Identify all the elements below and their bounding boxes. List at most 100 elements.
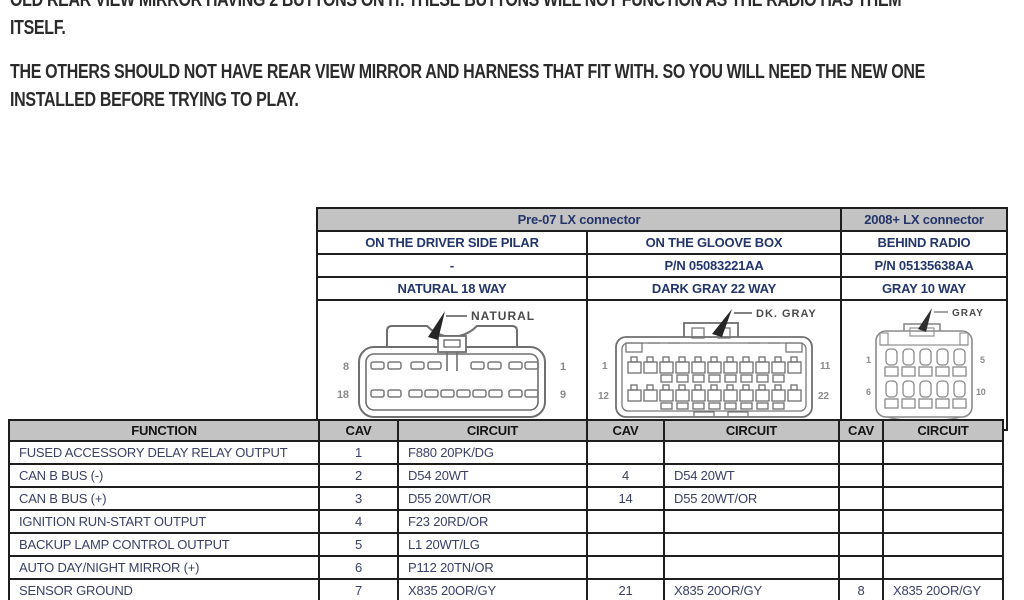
cav-cell: 5 <box>318 532 399 557</box>
cav-cell: 4 <box>318 509 399 534</box>
pin-number: 18 <box>337 389 349 401</box>
cav-cell <box>586 440 665 465</box>
connector-diagram-natural-18-way-icon: 8 1 18 9 NATURAL <box>337 309 566 418</box>
circuit-header: CIRCUIT <box>882 419 1004 442</box>
function-cell: BACKUP LAMP CONTROL OUTPUT <box>8 532 320 557</box>
circuit-cell: P112 20TN/OR <box>397 555 588 580</box>
pinout-row: FUSED ACCESSORY DELAY RELAY OUTPUT 1 F88… <box>8 440 1004 465</box>
connector-location-row: ON THE DRIVER SIDE PILAR ON THE GLOOVE B… <box>316 230 1008 255</box>
circuit-cell <box>663 532 840 557</box>
pinout-row: BACKUP LAMP CONTROL OUTPUT 5 L1 20WT/LG <box>8 532 1004 557</box>
connector-group-header-row: Pre-07 LX connector 2008+ LX connector <box>316 207 1008 232</box>
arrow-icon <box>712 309 732 337</box>
cav-cell <box>586 555 665 580</box>
circuit-cell: D55 20WT/OR <box>397 486 588 511</box>
circuit-header: CIRCUIT <box>397 419 588 442</box>
connector-part-number-cell: P/N 05083221AA <box>586 253 842 278</box>
connector-diagram-cell: 1 11 12 22 DK. GRAY <box>586 299 842 431</box>
circuit-cell <box>882 555 1004 580</box>
connector-location-cell: ON THE DRIVER SIDE PILAR <box>316 230 588 255</box>
cav-cell: 8 <box>838 578 884 600</box>
circuit-cell <box>663 555 840 580</box>
cav-cell: 21 <box>586 578 665 600</box>
function-cell: CAN B BUS (-) <box>8 463 320 488</box>
cav-header: CAV <box>318 419 399 442</box>
cav-cell <box>586 509 665 534</box>
intro-paragraph-1-line-1: OLD REAR VIEW MIRROR HAVING 2 BUTTONS ON… <box>10 0 902 11</box>
connector-part-number-cell: P/N 05135638AA <box>840 253 1008 278</box>
cav-cell: 2 <box>318 463 399 488</box>
connector-type-cell: DARK GRAY 22 WAY <box>586 276 842 301</box>
intro-paragraph-1-line-2: ITSELF. <box>10 17 66 39</box>
circuit-cell <box>882 486 1004 511</box>
arrow-icon <box>428 311 445 340</box>
function-cell: CAN B BUS (+) <box>8 486 320 511</box>
cav-cell: 1 <box>318 440 399 465</box>
pin-number: 1 <box>602 361 608 372</box>
connector-diagram-cell: 8 1 18 9 NATURAL <box>316 299 588 431</box>
connector-location-cell: BEHIND RADIO <box>840 230 1008 255</box>
pin-number: 6 <box>866 387 871 397</box>
circuit-cell <box>882 509 1004 534</box>
connector-part-number-cell: - <box>316 253 588 278</box>
intro-paragraph-2-line-1: THE OTHERS SHOULD NOT HAVE REAR VIEW MIR… <box>10 61 926 83</box>
intro-paragraph-2: THE OTHERS SHOULD NOT HAVE REAR VIEW MIR… <box>10 58 1002 114</box>
pin-number: 5 <box>980 355 985 365</box>
circuit-cell: L1 20WT/LG <box>397 532 588 557</box>
circuit-cell: X835 20OR/GY <box>882 578 1004 600</box>
cav-cell: 6 <box>318 555 399 580</box>
pin-number: 22 <box>818 391 829 402</box>
cav-cell: 4 <box>586 463 665 488</box>
intro-paragraph-2-line-2: INSTALLED BEFORE TRYING TO PLAY. <box>10 89 299 111</box>
cav-cell <box>838 486 884 511</box>
connector-color-label: NATURAL <box>471 309 535 323</box>
connector-type-cell: GRAY 10 WAY <box>840 276 1008 301</box>
circuit-cell <box>663 509 840 534</box>
cav-cell <box>838 555 884 580</box>
cav-cell: 7 <box>318 578 399 600</box>
connector-diagram-row: 8 1 18 9 NATURAL <box>316 299 1008 431</box>
pin-number: 9 <box>560 389 566 401</box>
pinout-header-row: FUNCTION CAV CIRCUIT CAV CIRCUIT CAV CIR… <box>8 419 1004 442</box>
cav-cell <box>838 509 884 534</box>
pinout-row: IGNITION RUN-START OUTPUT 4 F23 20RD/OR <box>8 509 1004 534</box>
function-cell: IGNITION RUN-START OUTPUT <box>8 509 320 534</box>
pin-number: 1 <box>560 361 566 373</box>
function-header: FUNCTION <box>8 419 320 442</box>
connector-type-cell: NATURAL 18 WAY <box>316 276 588 301</box>
connector-color-label: DK. GRAY <box>756 308 817 320</box>
cav-cell <box>838 532 884 557</box>
function-cell: FUSED ACCESSORY DELAY RELAY OUTPUT <box>8 440 320 465</box>
intro-paragraph-1: OLD REAR VIEW MIRROR HAVING 2 BUTTONS ON… <box>10 0 1002 42</box>
pin-number: 11 <box>820 361 831 372</box>
pinout-row: AUTO DAY/NIGHT MIRROR (+) 6 P112 20TN/OR <box>8 555 1004 580</box>
connector-spec-table: Pre-07 LX connector 2008+ LX connector O… <box>316 207 1008 431</box>
function-cell: SENSOR GROUND <box>8 578 320 600</box>
circuit-cell <box>663 440 840 465</box>
connector-diagram-dark-gray-22-way-icon: 1 11 12 22 DK. GRAY <box>598 308 831 418</box>
pin-number: 12 <box>598 391 609 402</box>
circuit-cell: D54 20WT <box>397 463 588 488</box>
connector-color-label: GRAY <box>952 308 984 319</box>
connector-location-cell: ON THE GLOOVE BOX <box>586 230 842 255</box>
pre07-lx-connector-header: Pre-07 LX connector <box>316 207 842 232</box>
2008-lx-connector-header: 2008+ LX connector <box>840 207 1008 232</box>
circuit-header: CIRCUIT <box>663 419 840 442</box>
pin-number: 8 <box>343 361 349 373</box>
circuit-cell: F880 20PK/DG <box>397 440 588 465</box>
circuit-cell <box>882 532 1004 557</box>
pinout-row: SENSOR GROUND 7 X835 20OR/GY 21 X835 20O… <box>8 578 1004 600</box>
circuit-cell <box>882 463 1004 488</box>
circuit-cell: X835 20OR/GY <box>397 578 588 600</box>
circuit-cell: D55 20WT/OR <box>663 486 840 511</box>
pin-number: 10 <box>976 387 986 397</box>
cav-cell <box>838 440 884 465</box>
function-cell: AUTO DAY/NIGHT MIRROR (+) <box>8 555 320 580</box>
circuit-cell: X835 20OR/GY <box>663 578 840 600</box>
cav-cell: 3 <box>318 486 399 511</box>
circuit-cell: F23 20RD/OR <box>397 509 588 534</box>
circuit-cell <box>882 440 1004 465</box>
connector-diagram-cell: 1 5 6 10 GRAY <box>840 299 1008 431</box>
cav-cell: 14 <box>586 486 665 511</box>
connector-type-row: NATURAL 18 WAY DARK GRAY 22 WAY GRAY 10 … <box>316 276 1008 301</box>
